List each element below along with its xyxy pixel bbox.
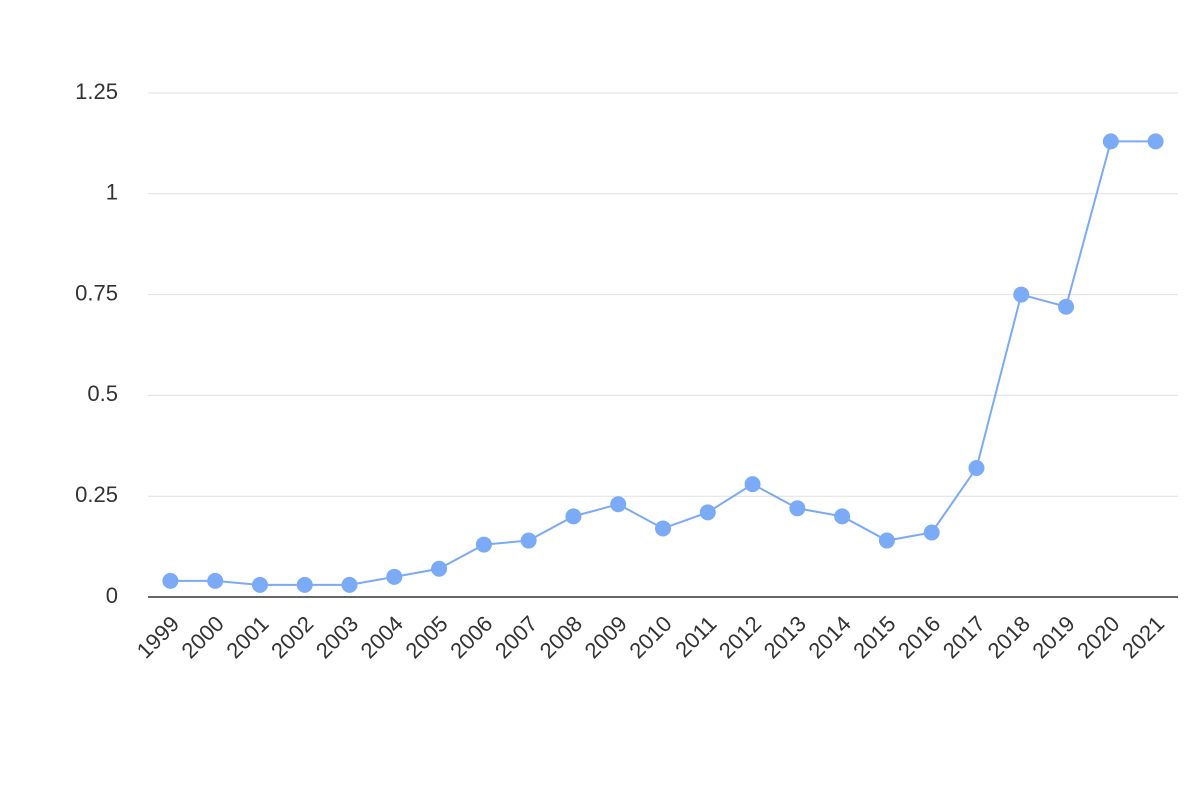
y-tick-label: 0.75 (75, 280, 118, 305)
data-point (878, 532, 895, 549)
y-tick-label: 0.5 (87, 381, 118, 406)
x-tick-label: 1999 (132, 611, 184, 663)
data-point (251, 576, 268, 593)
x-tick-label: 2021 (1117, 611, 1169, 663)
data-point (520, 532, 537, 549)
x-tick-label: 2017 (938, 611, 990, 663)
data-point (610, 496, 627, 513)
x-tick-label: 2006 (445, 611, 497, 663)
data-point (923, 524, 940, 541)
x-tick-label: 2007 (490, 611, 542, 663)
x-tick-label: 2013 (759, 611, 811, 663)
x-tick-label: 2015 (848, 611, 900, 663)
data-point (968, 459, 985, 476)
y-tick-label: 1 (106, 180, 118, 205)
x-tick-label: 2010 (624, 611, 676, 663)
data-point (162, 572, 179, 589)
data-point (565, 508, 582, 525)
data-point (1102, 133, 1119, 150)
x-tick-label: 2018 (983, 611, 1035, 663)
data-point (789, 500, 806, 517)
x-tick-label: 2012 (714, 611, 766, 663)
data-point (1147, 133, 1164, 150)
x-tick-label: 2009 (580, 611, 632, 663)
data-point (699, 504, 716, 521)
data-point (1058, 298, 1075, 315)
data-point (744, 476, 761, 493)
data-point (834, 508, 851, 525)
y-tick-label: 0 (106, 583, 118, 608)
x-tick-label: 2000 (177, 611, 229, 663)
x-tick-label: 2005 (400, 611, 452, 663)
x-tick-label: 2014 (803, 611, 855, 663)
data-point (296, 576, 313, 593)
x-tick-label: 2001 (221, 611, 273, 663)
data-point (431, 560, 448, 577)
data-point (207, 572, 224, 589)
x-tick-label: 2016 (893, 611, 945, 663)
data-point (341, 576, 358, 593)
x-tick-label: 2008 (535, 611, 587, 663)
y-tick-label: 1.25 (75, 79, 118, 104)
x-tick-label: 2020 (1072, 611, 1124, 663)
x-tick-label: 2003 (311, 611, 363, 663)
x-tick-label: 2019 (1027, 611, 1079, 663)
y-tick-label: 0.25 (75, 482, 118, 507)
data-line (170, 140, 1156, 586)
x-tick-label: 2011 (670, 611, 721, 662)
data-point (386, 568, 403, 585)
data-point (655, 520, 671, 537)
x-tick-label: 2002 (266, 611, 318, 663)
x-tick-label: 2004 (356, 611, 408, 663)
data-point (1013, 286, 1030, 303)
data-point (475, 536, 492, 553)
